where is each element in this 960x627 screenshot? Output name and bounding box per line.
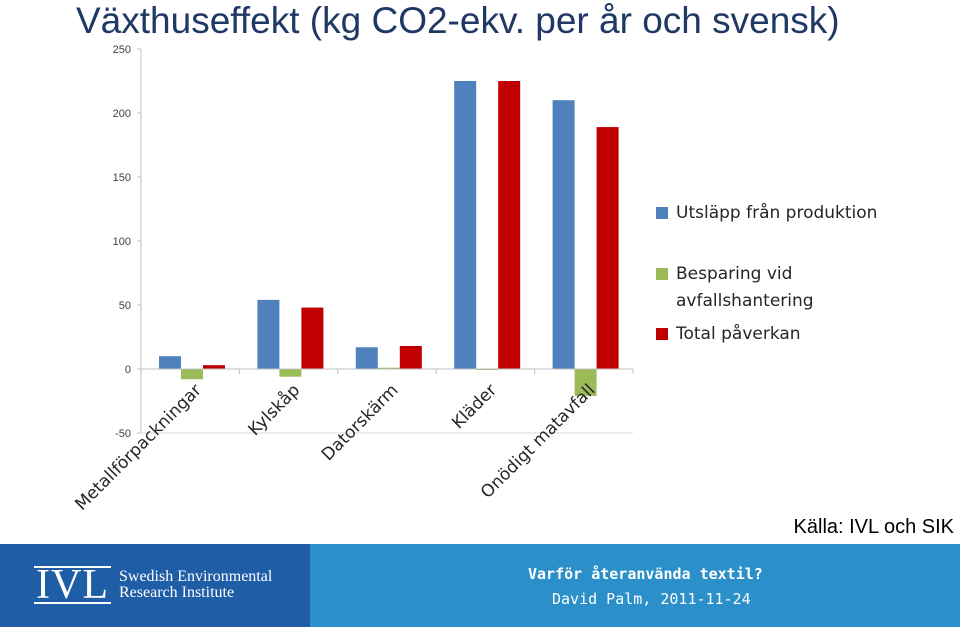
- y-tick-label: 250: [113, 44, 131, 56]
- slide-title: Växthuseffekt (kg CO2-ekv. per år och sv…: [76, 0, 840, 41]
- x-category-label: Kläder: [448, 380, 501, 433]
- x-category-label: Datorskärm: [318, 380, 403, 465]
- ivl-logo: IVL Swedish Environmental Research Insti…: [34, 562, 272, 608]
- footer-left-panel: [0, 544, 310, 627]
- logo-text: Swedish Environmental Research Institute: [119, 569, 272, 601]
- bar-savings: [574, 369, 597, 396]
- legend-label-savings: Besparing vid avfallshantering: [676, 264, 814, 311]
- bar-production: [355, 347, 378, 369]
- y-tick-label: -50: [115, 428, 131, 440]
- logo-mark: IVL: [34, 562, 111, 608]
- legend-item-production: Utsläpp från produktion: [656, 200, 916, 227]
- bar-total: [399, 345, 422, 369]
- footer-right-panel: [310, 544, 960, 627]
- legend-label-production: Utsläpp från produktion: [676, 203, 878, 223]
- logo-line-1: Swedish Environmental: [118, 568, 273, 585]
- y-tick-label: 150: [113, 172, 131, 184]
- logo-line-2: Research Institute: [118, 584, 235, 601]
- y-tick-label: 100: [113, 236, 131, 248]
- bar-total: [498, 81, 521, 369]
- bar-savings: [279, 369, 302, 377]
- bar-total: [301, 307, 324, 369]
- y-tick-label: 0: [125, 364, 131, 376]
- x-category-label: Kylskåp: [244, 380, 304, 440]
- source-note: Källa: IVL och SIK: [793, 516, 954, 538]
- x-category-label: Metallförpackningar: [71, 380, 205, 514]
- legend-item-total: Total påverkan: [656, 321, 916, 348]
- legend-swatch-savings: [656, 268, 668, 280]
- bar-production: [552, 100, 575, 369]
- bar-total: [596, 127, 619, 369]
- legend-item-savings: Besparing vid avfallshantering: [656, 261, 916, 315]
- y-tick-label: 50: [119, 300, 131, 312]
- legend-label-total: Total påverkan: [676, 324, 801, 344]
- legend-swatch-production: [656, 207, 668, 219]
- bar-production: [257, 299, 280, 369]
- bar-production: [159, 356, 181, 369]
- footer-title: Varför återanvända textil?: [528, 565, 763, 583]
- bar-savings: [377, 367, 400, 369]
- bar-total: [203, 365, 225, 369]
- y-tick-label: 200: [113, 108, 131, 120]
- footer-subtitle: David Palm, 2011-11-24: [552, 590, 751, 608]
- bar-savings: [181, 369, 203, 380]
- legend-swatch-total: [656, 328, 668, 340]
- bar-production: [454, 81, 477, 369]
